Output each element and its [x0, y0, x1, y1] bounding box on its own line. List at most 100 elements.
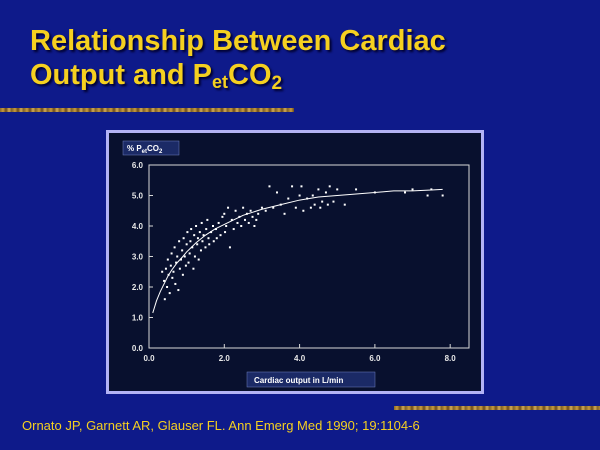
x-tick-label: 8.0 [445, 354, 457, 363]
data-point [201, 240, 204, 243]
data-point [175, 261, 178, 264]
data-point [161, 270, 164, 273]
y-axis-label: % PetCO2 [127, 144, 163, 155]
data-point [164, 267, 167, 270]
data-point [228, 246, 231, 249]
data-point [276, 191, 278, 194]
data-point [166, 286, 169, 288]
data-point [225, 225, 228, 227]
data-point [182, 237, 185, 240]
data-point [180, 258, 182, 261]
slide-title: Relationship Between Cardiac Output and … [30, 24, 590, 94]
y-axis-label-sub: et [142, 149, 147, 155]
title-co: CO [228, 59, 272, 91]
data-point [242, 206, 245, 209]
data-point [210, 231, 213, 234]
data-point [176, 255, 179, 258]
y-tick-label: 0.0 [132, 344, 144, 353]
data-point [185, 243, 188, 246]
data-point [212, 225, 214, 227]
data-point [177, 289, 180, 292]
data-point [232, 228, 235, 231]
data-point [426, 194, 429, 197]
scatter-chart: % PetCO2 0.0 1.0 2.0 3.0 4.0 5.0 6.0 0.0 2.0 4.0… [122, 140, 470, 388]
x-axis-label: Cardiac output in L/min [254, 376, 343, 385]
title-line-1: Relationship Between Cardiac [30, 25, 446, 57]
data-point [234, 209, 237, 212]
data-point [236, 221, 239, 224]
data-point [249, 209, 252, 212]
y-tick-label: 1.0 [132, 314, 144, 323]
data-point [204, 246, 207, 249]
y-tick-label: 4.0 [132, 222, 144, 231]
data-point [202, 234, 205, 237]
title-subscript-et: et [212, 72, 229, 92]
data-point [336, 188, 339, 191]
data-point [317, 188, 320, 191]
data-point [181, 273, 184, 276]
data-point [313, 203, 316, 206]
data-point [173, 246, 176, 249]
data-point [441, 194, 444, 197]
data-point [193, 234, 196, 237]
data-point [183, 255, 186, 258]
data-point [328, 185, 331, 188]
data-point [255, 218, 258, 221]
data-point [319, 206, 322, 209]
y-axis-ticks: 0.0 1.0 2.0 3.0 4.0 5.0 6.0 [132, 161, 153, 353]
data-point [253, 225, 256, 227]
data-point [197, 258, 200, 261]
data-point [247, 221, 250, 224]
y-tick-label: 2.0 [132, 283, 144, 292]
plot-area [148, 164, 470, 349]
data-points [161, 185, 444, 301]
y-axis-label-co: CO [147, 144, 159, 153]
y-axis-label-sub2: 2 [159, 149, 163, 155]
x-tick-label: 0.0 [143, 354, 155, 363]
data-point [291, 185, 294, 188]
data-point [190, 228, 193, 231]
citation: Ornato JP, Garnett AR, Glauser FL. Ann E… [22, 418, 420, 433]
y-tick-label: 3.0 [132, 253, 144, 262]
data-point [321, 200, 324, 203]
data-point [205, 228, 208, 231]
data-point [326, 203, 329, 206]
data-point [287, 197, 290, 200]
data-point [188, 252, 191, 255]
x-tick-label: 6.0 [369, 354, 381, 363]
data-point [224, 231, 227, 234]
data-point [240, 225, 243, 227]
title-subscript-2: 2 [271, 73, 283, 94]
data-point [257, 212, 260, 215]
data-point [163, 279, 166, 282]
data-point [178, 240, 181, 243]
data-point [172, 270, 175, 273]
data-point [187, 261, 190, 264]
figure-frame: % PetCO2 0.0 1.0 2.0 3.0 4.0 5.0 6.0 0.0 2.0 4.0… [106, 130, 484, 394]
data-point [244, 218, 246, 221]
data-point [300, 185, 303, 188]
data-point [196, 243, 199, 246]
decorative-stripe-bottom [394, 406, 600, 410]
fit-curve [152, 188, 443, 314]
title-line-2: Output and PetCO2 [30, 58, 590, 94]
data-point [430, 188, 433, 191]
data-point [355, 188, 358, 191]
data-point [184, 264, 187, 267]
data-point [166, 258, 169, 261]
data-point [311, 194, 314, 197]
data-point [332, 200, 335, 203]
data-point [230, 218, 233, 221]
x-axis-label-box [246, 371, 376, 388]
x-tick-label: 4.0 [294, 354, 306, 363]
y-axis-label-text: % P [127, 144, 142, 153]
data-point [171, 276, 174, 279]
data-point [324, 191, 327, 194]
y-tick-label: 5.0 [132, 192, 144, 201]
data-point [189, 240, 192, 243]
data-point [191, 246, 194, 249]
data-point [223, 212, 226, 215]
data-point [302, 209, 305, 212]
data-point [411, 188, 414, 191]
data-point [309, 206, 312, 209]
